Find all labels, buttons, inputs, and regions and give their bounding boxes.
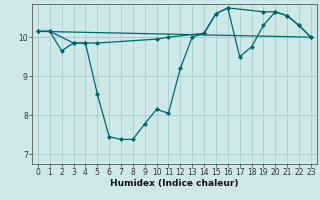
X-axis label: Humidex (Indice chaleur): Humidex (Indice chaleur) xyxy=(110,179,239,188)
